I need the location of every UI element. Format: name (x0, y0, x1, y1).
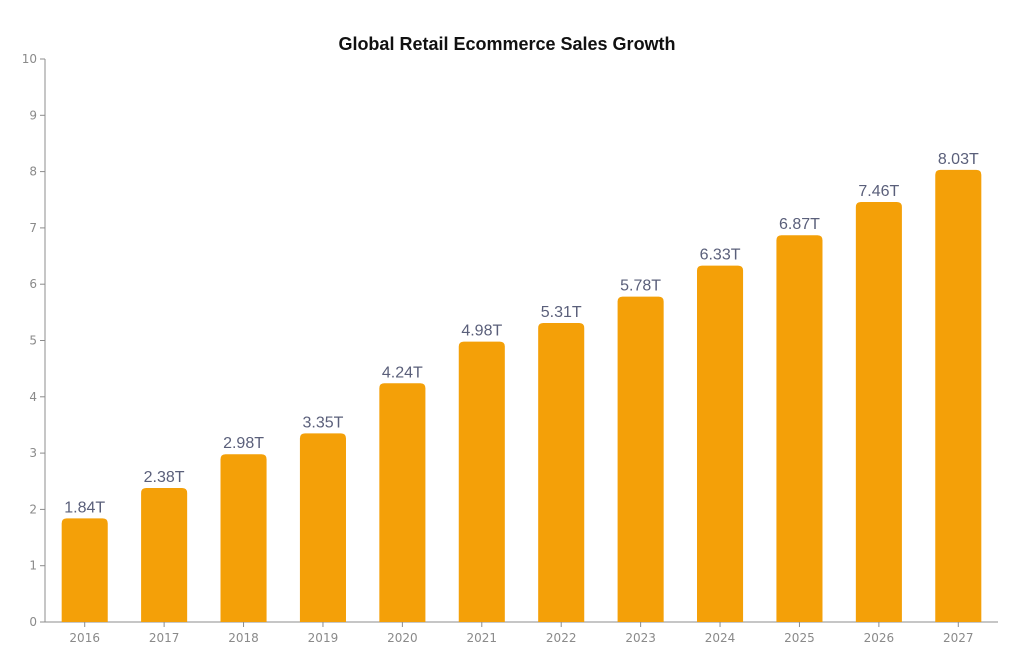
bar-value-label: 5.31T (541, 304, 582, 321)
y-tick-label: 8 (29, 165, 37, 179)
x-tick-label: 2027 (943, 631, 974, 645)
bar-value-label: 1.84T (64, 499, 105, 516)
bar-value-label: 6.33T (700, 247, 741, 264)
bar-value-label: 6.87T (779, 216, 820, 233)
bar-value-label: 3.35T (302, 414, 343, 431)
bar (617, 296, 664, 622)
bar-value-label: 4.98T (461, 323, 502, 340)
x-tick-label: 2023 (625, 631, 656, 645)
x-tick-label: 2022 (546, 631, 577, 645)
bar-value-label: 4.24T (382, 364, 423, 381)
y-tick-label: 5 (29, 334, 37, 348)
y-tick-label: 2 (29, 502, 37, 516)
x-tick-label: 2020 (387, 631, 418, 645)
bar (855, 202, 902, 622)
x-tick-label: 2021 (467, 631, 498, 645)
bar (458, 341, 505, 622)
bar-value-label: 5.78T (620, 278, 661, 295)
bars (61, 169, 982, 622)
y-tick-label: 4 (29, 390, 37, 404)
x-axis: 2016 2017 2018 2019 2020 2021 2022 2023 2024 2025… (45, 621, 998, 645)
bar (697, 265, 744, 622)
x-tick-label: 2025 (784, 631, 815, 645)
bar (776, 235, 823, 622)
x-tick-label: 2017 (149, 631, 180, 645)
bar-value-label: 7.46T (858, 183, 899, 200)
bar (935, 169, 982, 622)
bar (538, 323, 585, 622)
y-tick-label: 0 (29, 615, 37, 629)
x-tick-label: 2016 (69, 631, 100, 645)
x-tick-label: 2019 (308, 631, 339, 645)
y-tick-label: 3 (29, 446, 37, 460)
y-tick-label: 7 (29, 221, 37, 235)
data-labels: 1.84T 2.38T 2.98T 3.35T 4.24T 4.98T 5.31T 5.78T… (64, 151, 979, 516)
bar-value-label: 2.98T (223, 435, 264, 452)
y-tick-label: 10 (22, 52, 37, 66)
bar (220, 454, 267, 622)
bar-value-label: 2.38T (144, 469, 185, 486)
bar (379, 383, 426, 622)
bar (141, 488, 188, 622)
y-axis: 0 1 2 3 4 5 6 7 8 9 10 (22, 52, 46, 629)
chart-title: Global Retail Ecommerce Sales Growth (338, 34, 675, 54)
y-tick-label: 6 (29, 277, 37, 291)
bar-value-label: 8.03T (938, 151, 979, 168)
bar (61, 518, 108, 622)
y-tick-label: 1 (29, 559, 37, 573)
y-tick-label: 9 (29, 108, 37, 122)
x-tick-label: 2018 (228, 631, 259, 645)
bar (299, 433, 346, 622)
x-tick-label: 2024 (705, 631, 736, 645)
x-tick-label: 2026 (864, 631, 895, 645)
